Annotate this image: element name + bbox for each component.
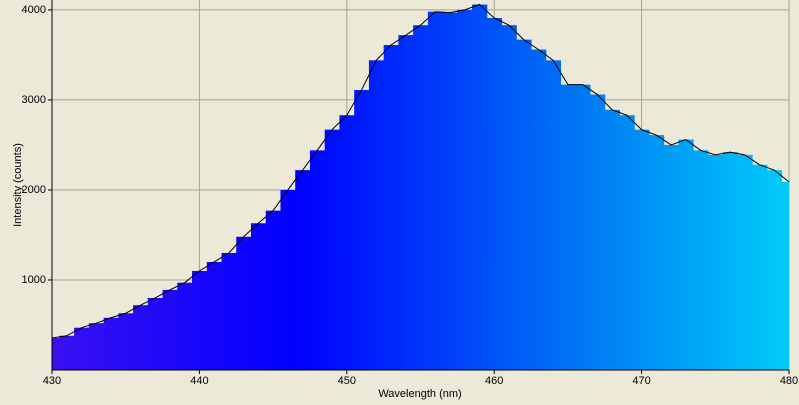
bar bbox=[545, 60, 562, 370]
spectrum-line bbox=[51, 3, 790, 339]
bar bbox=[707, 154, 724, 370]
y-tick-label: 3000 bbox=[22, 94, 46, 106]
bar bbox=[501, 25, 517, 370]
bar bbox=[472, 4, 488, 370]
bar bbox=[162, 289, 178, 370]
x-tick-label: 440 bbox=[190, 375, 208, 387]
x-tick-label: 450 bbox=[338, 375, 356, 387]
bar bbox=[604, 109, 620, 370]
bar bbox=[486, 18, 503, 370]
x-axis-label: Wavelength (nm) bbox=[378, 388, 461, 400]
bar bbox=[693, 150, 709, 370]
bar bbox=[575, 84, 591, 370]
x-tick-label: 480 bbox=[780, 375, 798, 387]
x-tick-label: 430 bbox=[43, 375, 61, 387]
bar bbox=[324, 129, 340, 370]
bar bbox=[766, 170, 783, 370]
bar bbox=[354, 90, 370, 370]
bar bbox=[250, 223, 267, 370]
bar bbox=[103, 317, 119, 370]
bar bbox=[398, 35, 414, 370]
bar bbox=[516, 39, 532, 370]
bar bbox=[118, 313, 134, 370]
bar bbox=[678, 139, 694, 370]
bar bbox=[147, 297, 164, 370]
bar bbox=[590, 94, 606, 370]
x-tick-label: 470 bbox=[632, 375, 650, 387]
bar bbox=[663, 144, 679, 370]
bar bbox=[722, 152, 738, 370]
bar bbox=[427, 11, 444, 370]
bar bbox=[634, 129, 650, 370]
bar bbox=[339, 115, 355, 370]
bar bbox=[280, 189, 296, 370]
bar bbox=[74, 327, 90, 370]
bar bbox=[737, 154, 753, 370]
bar bbox=[442, 12, 458, 370]
bar bbox=[648, 135, 665, 370]
y-tick-label: 4000 bbox=[22, 4, 46, 16]
bar bbox=[752, 164, 768, 370]
bar bbox=[192, 270, 208, 370]
bar bbox=[265, 210, 281, 370]
foreground: 1000 2000 3000 4000 430 440 450 460 470 480 bbox=[22, 0, 798, 387]
y-tick-label: 2000 bbox=[22, 184, 46, 196]
bar bbox=[236, 236, 252, 370]
bar bbox=[531, 49, 547, 370]
y-axis-label: Intensity (counts) bbox=[12, 143, 24, 227]
bar bbox=[560, 84, 576, 370]
bars bbox=[52, 4, 789, 370]
bar bbox=[413, 25, 429, 370]
bar bbox=[221, 252, 237, 370]
bar bbox=[457, 9, 473, 370]
bar bbox=[133, 305, 149, 370]
bar bbox=[295, 170, 311, 370]
bar bbox=[59, 335, 75, 370]
bar bbox=[781, 181, 789, 370]
bar bbox=[206, 261, 223, 370]
y-tick-label: 1000 bbox=[22, 274, 46, 286]
bar bbox=[52, 338, 60, 370]
bar bbox=[619, 115, 635, 370]
bar bbox=[383, 45, 399, 370]
bar bbox=[368, 60, 385, 370]
bar bbox=[177, 282, 193, 370]
x-tick-label: 460 bbox=[485, 375, 503, 387]
bar bbox=[309, 150, 326, 370]
bar bbox=[88, 323, 105, 370]
